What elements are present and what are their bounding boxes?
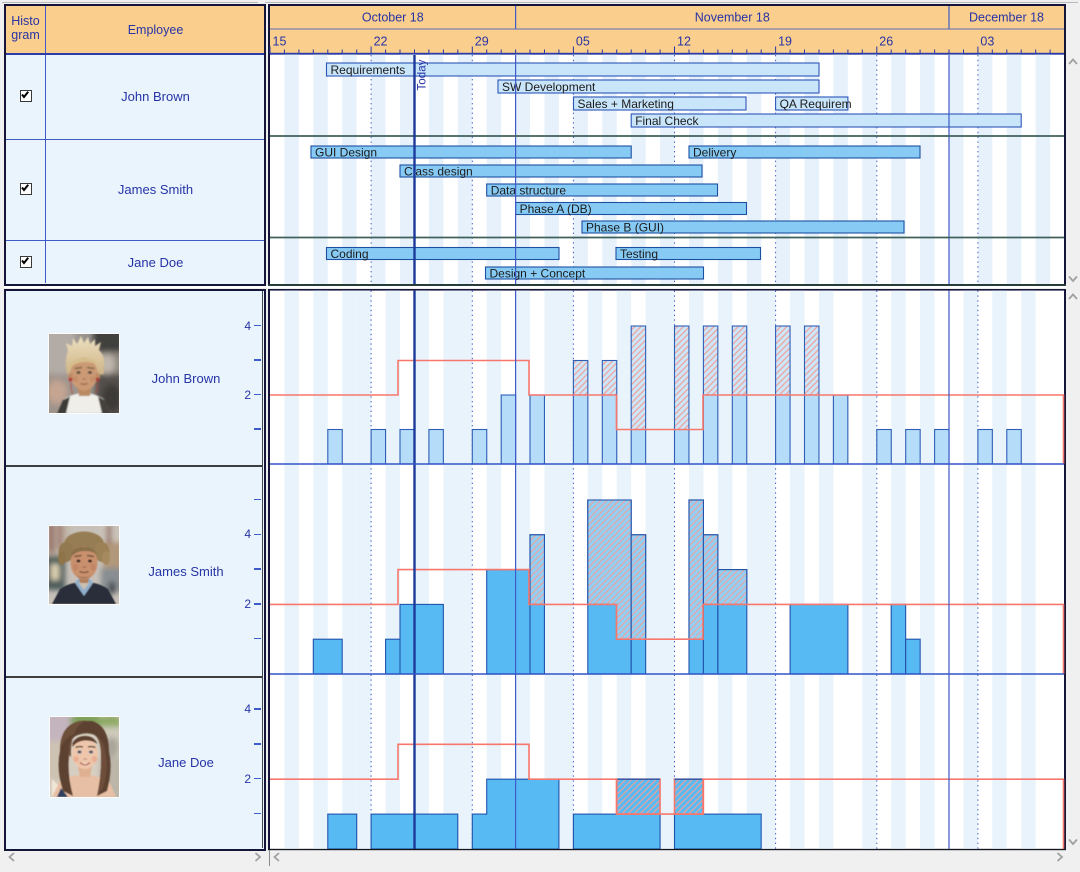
svg-text:Final Check: Final Check [635,114,699,128]
svg-text:QA Requirem: QA Requirem [780,97,852,111]
svg-text:12: 12 [677,35,691,49]
svg-text:22: 22 [374,35,388,49]
svg-text:Design + Concept: Design + Concept [490,266,586,280]
svg-text:05: 05 [576,35,590,49]
svg-text:Today: Today [415,59,428,90]
svg-text:26: 26 [879,35,893,49]
svg-text:19: 19 [778,35,792,49]
svg-text:December 18: December 18 [969,11,1044,25]
svg-text:November 18: November 18 [695,11,770,25]
svg-text:Coding: Coding [331,247,369,261]
svg-text:GUI Design: GUI Design [315,145,377,159]
svg-text:Data structure: Data structure [491,183,567,197]
svg-text:15: 15 [273,35,287,49]
svg-text:Class design: Class design [404,164,473,178]
svg-text:03: 03 [980,35,994,49]
svg-text:Delivery: Delivery [693,145,736,159]
svg-text:Requirements: Requirements [331,63,406,77]
svg-text:SW Development: SW Development [502,80,596,94]
svg-text:Testing: Testing [620,247,658,261]
svg-text:October 18: October 18 [362,11,424,25]
svg-text:29: 29 [475,35,489,49]
svg-text:Sales + Marketing: Sales + Marketing [578,97,674,111]
svg-text:Phase B (GUI): Phase B (GUI) [586,220,664,234]
svg-text:Phase A (DB): Phase A (DB) [520,202,592,216]
